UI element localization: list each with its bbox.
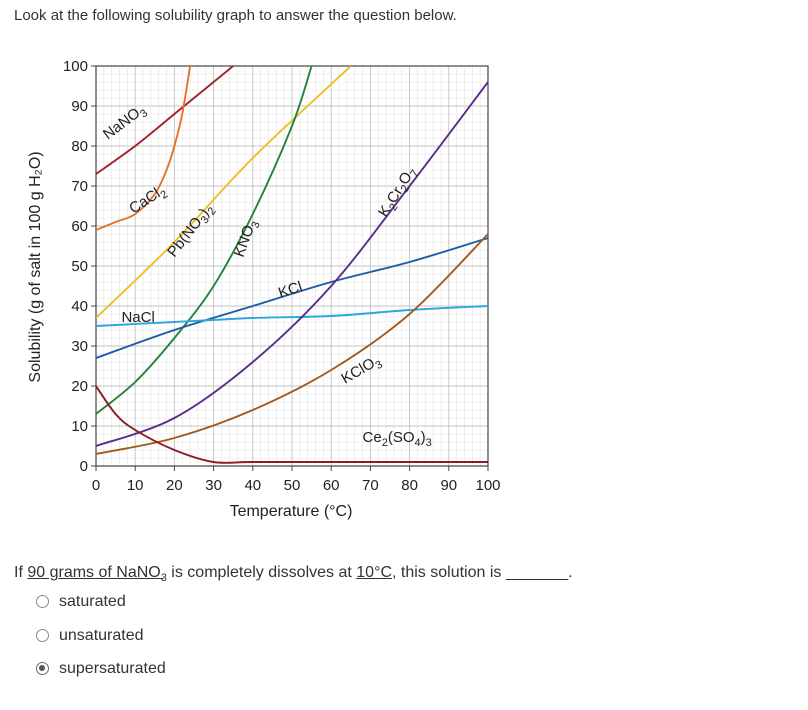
series-lines [96, 66, 488, 464]
x-tick-label: 50 [284, 477, 301, 494]
y-tick-label: 60 [71, 218, 88, 235]
series-line-kcl [96, 237, 488, 359]
x-tick-label: 80 [401, 477, 418, 494]
series-line-kno3 [96, 66, 313, 415]
radio-unsaturated[interactable] [36, 628, 49, 642]
y-tick-label: 50 [71, 258, 88, 275]
radio-saturated[interactable] [36, 595, 49, 608]
grid [95, 65, 489, 467]
option-label: saturated [59, 593, 126, 610]
y-tick-label: 90 [71, 98, 88, 115]
series-line-nano3 [96, 66, 234, 175]
y-tick-label: 20 [71, 378, 88, 395]
option-label: unsaturated [59, 626, 144, 644]
y-tick-label: 0 [80, 458, 88, 475]
x-tick-label: 60 [323, 477, 340, 494]
intro-text: Look at the following solubility graph t… [14, 7, 457, 24]
x-tick-label: 20 [166, 477, 183, 494]
x-tick-label: 100 [475, 477, 500, 494]
y-tick-label: 10 [71, 418, 88, 435]
series-line-ce2so43 [96, 385, 488, 464]
series-line-pbno32 [96, 66, 352, 319]
y-tick-label: 40 [71, 298, 88, 315]
axes: 0 10 20 30 40 50 60 70 80 90 100 0 10 20 30 40 50 60 70 80 9… [63, 58, 501, 494]
y-tick-label: 70 [71, 178, 88, 195]
series-label-nacl: NaCl [121, 309, 154, 326]
series-line-nacl [96, 305, 488, 327]
y-tick-label: 100 [63, 58, 88, 75]
x-tick-label: 90 [440, 477, 457, 494]
x-axis-label: Temperature (°C) [230, 503, 353, 520]
series-line-kclo3 [96, 233, 488, 455]
y-axis-label: Solubility (g of salt in 100 g H₂O) [27, 151, 44, 382]
x-tick-label: 40 [244, 477, 261, 494]
x-tick-label: 10 [127, 477, 144, 494]
option-label: supersaturated [59, 660, 166, 677]
x-tick-label: 0 [92, 477, 100, 494]
solubility-chart: 0 10 20 30 40 50 60 70 80 90 100 0 10 20 30 40 50 60 70 80 9… [27, 58, 501, 520]
series-line-cacl2 [96, 66, 192, 231]
series-label-ce2so43: Ce2(SO4)3 [363, 429, 432, 449]
y-tick-label: 30 [71, 338, 88, 355]
series-line-k2cr2o7 [96, 81, 488, 447]
x-tick-label: 30 [205, 477, 222, 494]
series-label-kcl: KCl [276, 278, 304, 302]
x-tick-label: 70 [362, 477, 379, 494]
y-tick-label: 80 [71, 138, 88, 155]
radio-supersaturated[interactable] [36, 662, 49, 675]
question-text: If 90 grams of NaNO3 is completely disso… [14, 564, 573, 585]
